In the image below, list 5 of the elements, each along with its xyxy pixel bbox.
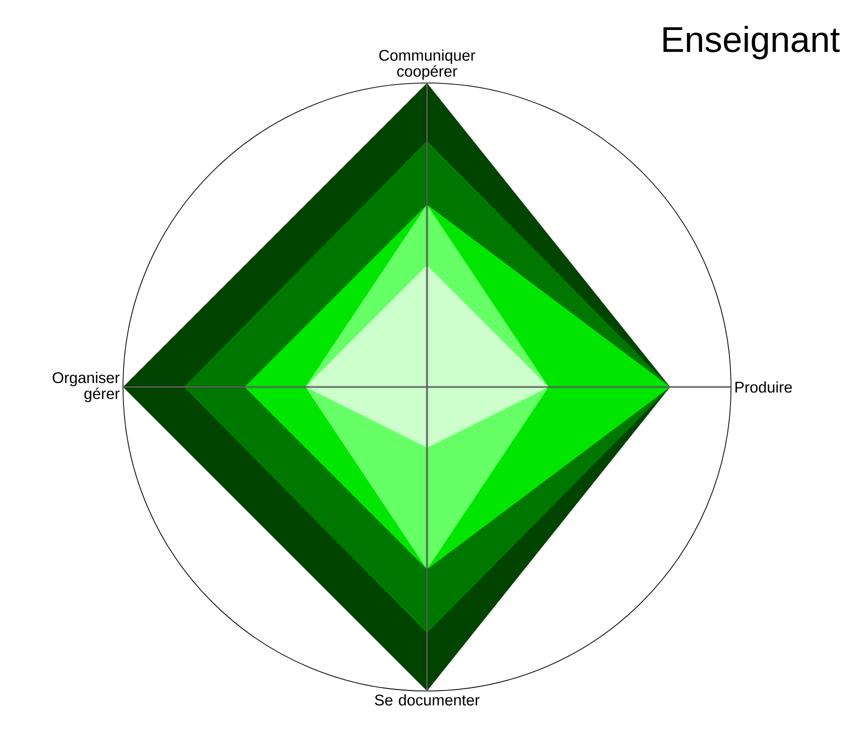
spoke-label: Communiquer coopérer [379,49,476,80]
chart-title: Enseignant [663,26,840,60]
spoke-label: Produire [735,381,792,393]
spoke-label: Organiser gérer [52,372,120,402]
spoke-label: Se documenter [374,694,480,706]
